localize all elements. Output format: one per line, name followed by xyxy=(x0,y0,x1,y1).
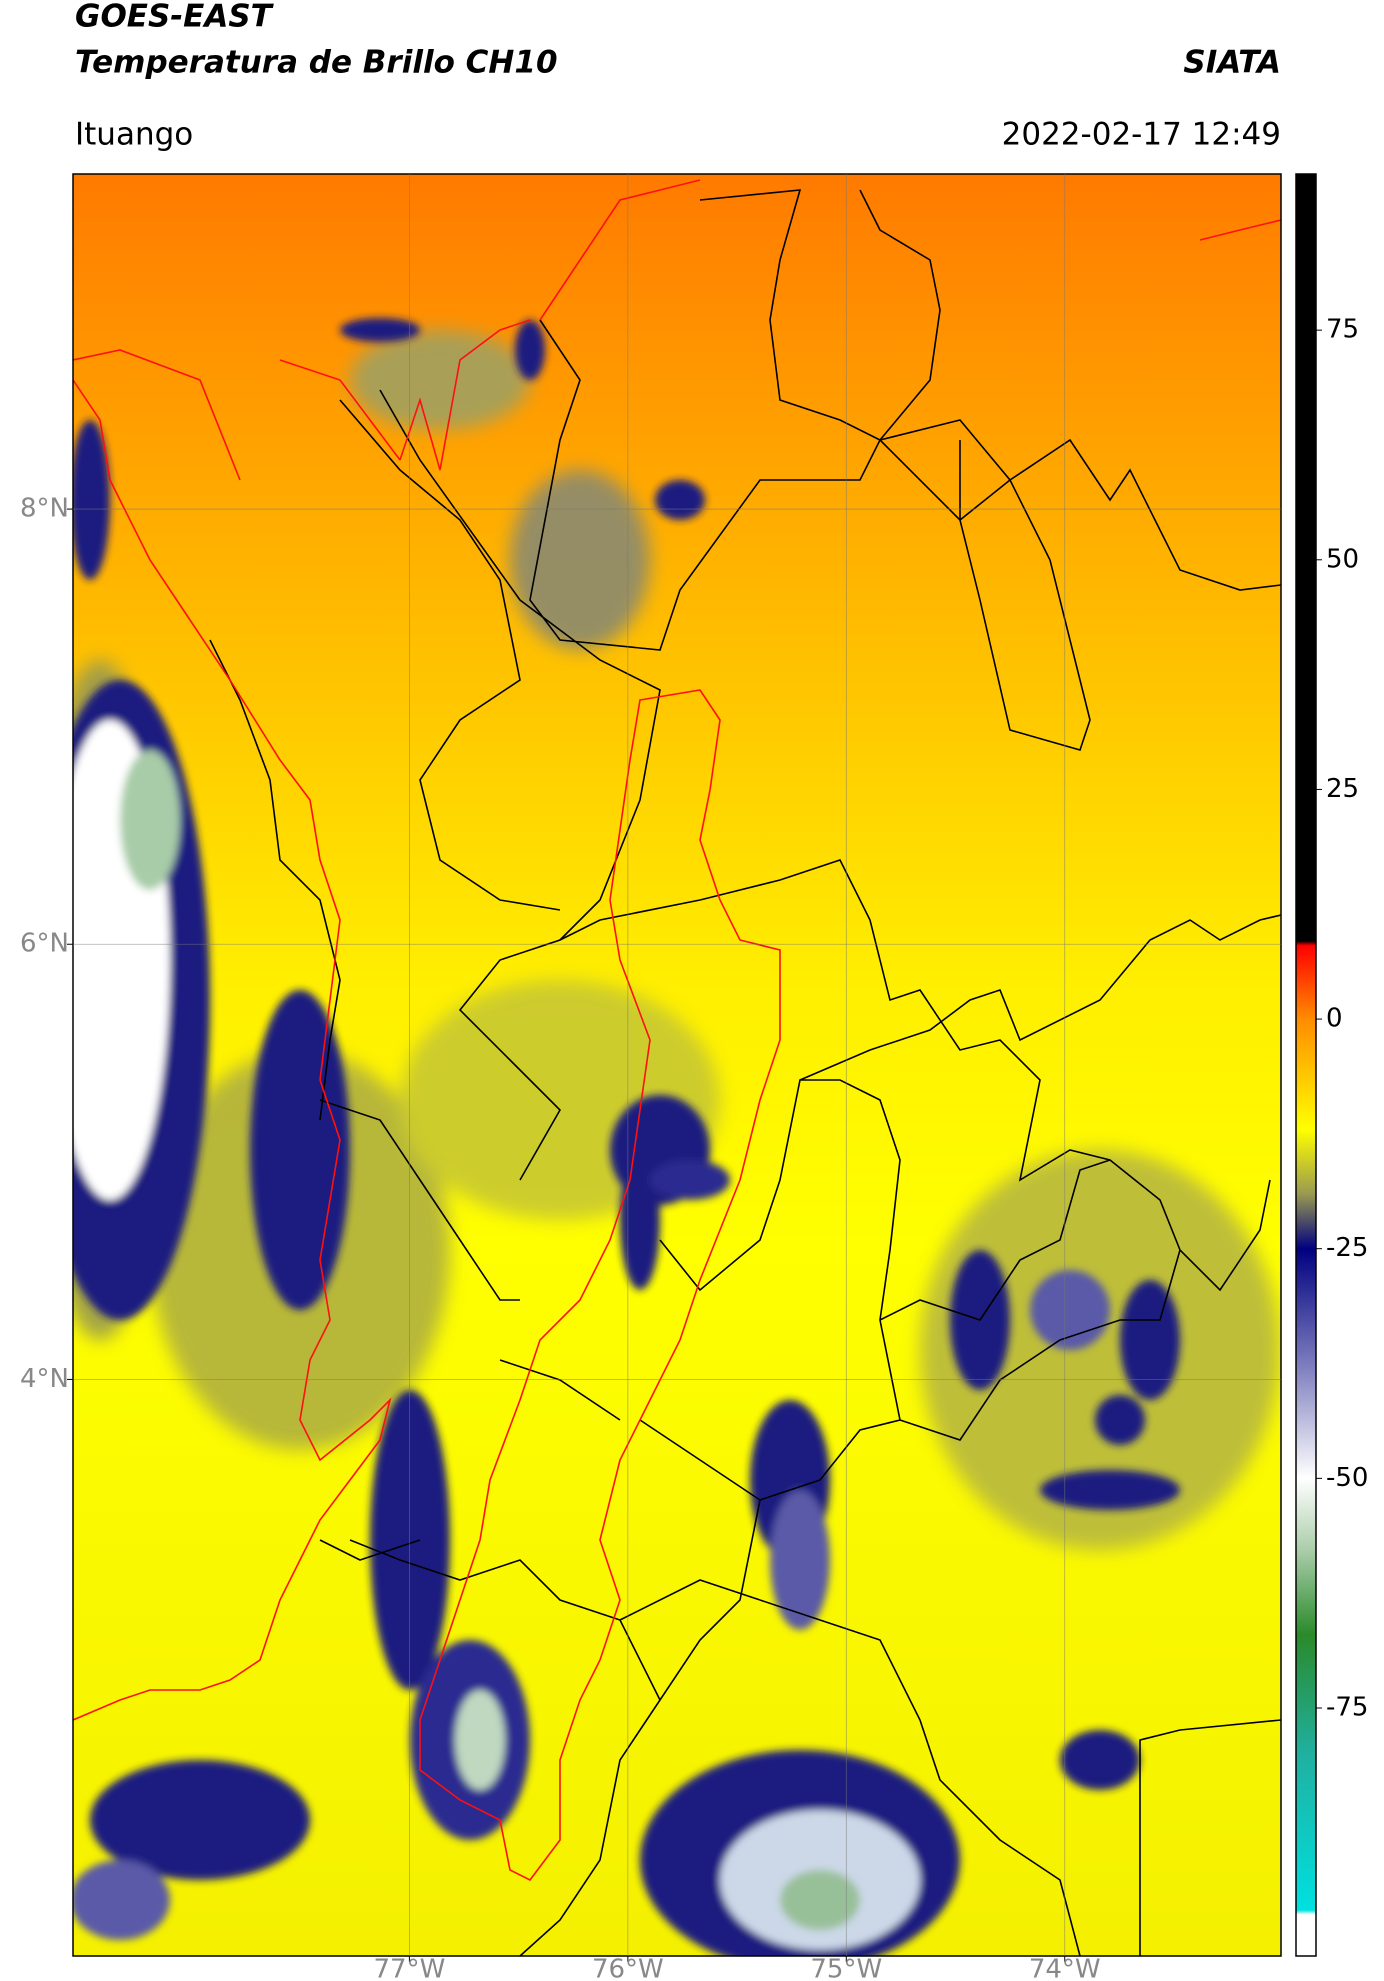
title-line-2: Temperatura de Brillo CH10 xyxy=(75,45,558,81)
colorbar-tick-label: 0 xyxy=(1326,1004,1343,1034)
colorbar-tick-label: 75 xyxy=(1326,315,1359,345)
colorbar xyxy=(1296,174,1316,1956)
map-frame xyxy=(72,173,1282,1957)
y-tick-label: 8°N xyxy=(20,494,69,524)
x-tick-label: 77°W xyxy=(374,1955,446,1981)
subtitle: Ituango xyxy=(75,117,193,153)
colorbar-tick-label: -75 xyxy=(1326,1692,1368,1722)
map-image xyxy=(73,174,1281,1956)
title-line-1: GOES-EAST xyxy=(75,0,275,35)
timestamp: 2022-02-17 12:49 xyxy=(1002,117,1281,153)
colorbar-tick-label: 50 xyxy=(1326,544,1359,574)
x-tick-label: 76°W xyxy=(592,1955,664,1981)
y-tick-label: 4°N xyxy=(20,1364,69,1394)
source: SIATA xyxy=(1183,45,1281,81)
x-tick-label: 74°W xyxy=(1029,1955,1101,1981)
y-tick-label: 6°N xyxy=(20,929,69,959)
colorbar-tick-label: 25 xyxy=(1326,774,1359,804)
x-tick-label: 75°W xyxy=(810,1955,882,1981)
colorbar-tick-label: -25 xyxy=(1326,1233,1368,1263)
colorbar-tick-label: -50 xyxy=(1326,1463,1368,1493)
colorbar-frame xyxy=(1295,173,1317,1957)
